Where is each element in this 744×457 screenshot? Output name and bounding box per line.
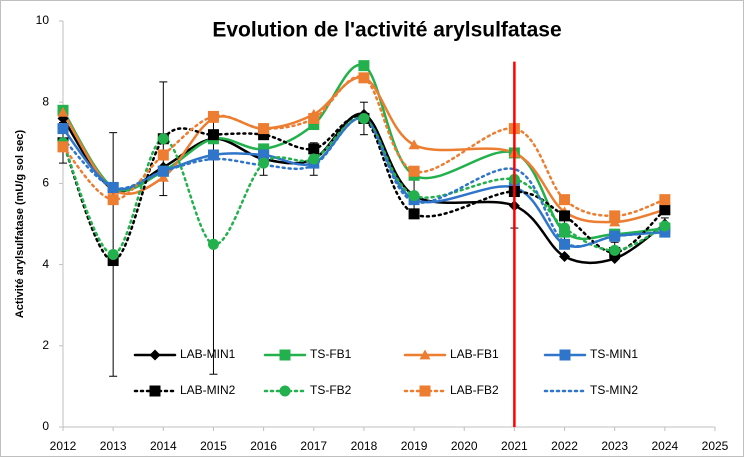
series-line xyxy=(61,115,667,262)
x-tick-label: 2022 xyxy=(551,439,578,453)
point xyxy=(157,165,169,177)
point xyxy=(559,210,571,222)
legend-marker xyxy=(279,349,291,361)
point xyxy=(659,194,671,206)
point xyxy=(408,139,420,150)
y-axis-label: Activité arylsulfatase (mU/g sol sec) xyxy=(14,130,26,319)
y-tick-label: 0 xyxy=(42,419,49,433)
x-tick-label: 2018 xyxy=(351,439,378,453)
point xyxy=(358,72,370,84)
point xyxy=(157,133,169,145)
point xyxy=(207,110,219,122)
x-tick-label: 2012 xyxy=(50,439,77,453)
point xyxy=(559,250,571,262)
y-tick-label: 4 xyxy=(42,257,49,271)
point xyxy=(609,210,621,222)
x-tick-label: 2020 xyxy=(451,439,478,453)
legend-label: TS-MIN1 xyxy=(590,347,638,361)
point xyxy=(258,129,270,141)
y-tick-label: 8 xyxy=(42,94,49,108)
point xyxy=(157,171,169,182)
legend-label: LAB-MIN1 xyxy=(180,347,236,361)
point xyxy=(559,194,571,206)
legend-marker xyxy=(279,385,291,397)
point xyxy=(107,248,119,260)
point xyxy=(559,238,571,250)
x-tick-label: 2016 xyxy=(250,439,277,453)
legend-label: TS-FB2 xyxy=(310,383,352,397)
point xyxy=(559,222,571,234)
point xyxy=(358,112,370,124)
x-tick-label: 2013 xyxy=(100,439,127,453)
point xyxy=(659,204,671,216)
legend-marker xyxy=(149,349,161,361)
legend-marker xyxy=(149,385,161,397)
x-tick-label: 2024 xyxy=(651,439,678,453)
point xyxy=(609,244,621,256)
point xyxy=(207,238,219,250)
point xyxy=(157,149,169,161)
legend-marker xyxy=(419,385,431,397)
point xyxy=(408,190,420,202)
x-tick-label: 2014 xyxy=(150,439,177,453)
point xyxy=(258,143,270,155)
point xyxy=(207,149,219,161)
x-tick-label: 2021 xyxy=(501,439,528,453)
point xyxy=(609,253,621,265)
legend-label: LAB-FB1 xyxy=(450,347,499,361)
point xyxy=(57,106,69,117)
point xyxy=(308,143,320,155)
point xyxy=(308,153,320,165)
point xyxy=(57,141,69,153)
point xyxy=(258,149,270,161)
point xyxy=(258,123,270,135)
point xyxy=(107,255,119,267)
legend-label: LAB-FB2 xyxy=(450,383,499,397)
x-tick-label: 2023 xyxy=(601,439,628,453)
x-tick-label: 2025 xyxy=(702,439,729,453)
x-tick-label: 2015 xyxy=(200,439,227,453)
x-tick-label: 2019 xyxy=(401,439,428,453)
x-tick-label: 2017 xyxy=(300,439,327,453)
point xyxy=(207,129,219,141)
y-tick-label: 2 xyxy=(42,338,49,352)
point xyxy=(57,123,69,135)
point xyxy=(609,216,621,227)
chart-title: Evolution de l'activité arylsulfatase xyxy=(212,19,561,42)
point xyxy=(609,230,621,242)
point xyxy=(659,220,671,232)
y-tick-label: 10 xyxy=(36,13,50,27)
legend-label: LAB-MIN2 xyxy=(180,383,236,397)
point xyxy=(308,112,320,124)
legend-marker xyxy=(419,349,431,360)
point xyxy=(358,60,370,72)
point xyxy=(408,208,420,220)
point xyxy=(659,226,671,238)
point xyxy=(258,157,270,169)
legend-marker xyxy=(559,349,571,361)
point xyxy=(308,119,320,131)
legend-label: TS-FB1 xyxy=(310,347,352,361)
point xyxy=(107,181,119,193)
legend-label: TS-MIN2 xyxy=(590,383,638,397)
y-tick-label: 6 xyxy=(42,176,49,190)
point xyxy=(408,165,420,177)
point xyxy=(107,194,119,206)
